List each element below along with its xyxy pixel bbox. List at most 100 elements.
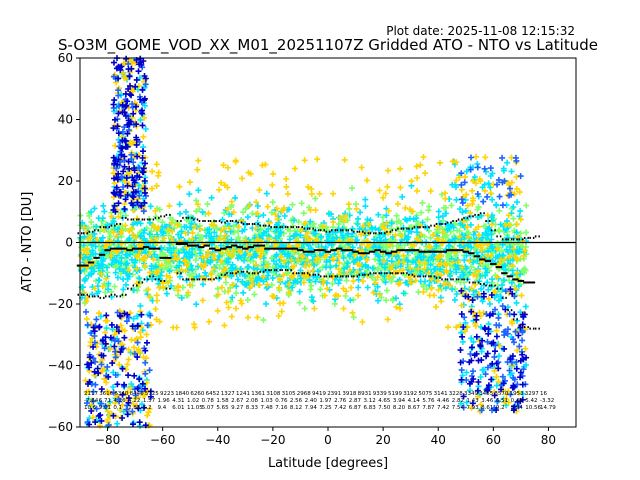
x-tick-label: 20 xyxy=(375,433,390,447)
table-cell: 1.97 xyxy=(319,398,332,404)
table-cell: 9.01 xyxy=(99,405,111,411)
table-cell: 9.27 xyxy=(231,405,244,411)
y-tick-label: 20 xyxy=(58,174,73,188)
table-cell: 6.51 xyxy=(496,398,508,404)
table-cell: 14.79 xyxy=(540,405,556,411)
table-cell: 8931 xyxy=(358,391,372,397)
table-cell: -7.64 xyxy=(84,398,99,404)
table-cell: 1.43 xyxy=(466,398,479,404)
scatter-markers-dark xyxy=(84,55,530,429)
series-lines xyxy=(76,212,540,330)
table-cell: 11.05 xyxy=(187,405,203,411)
table-cell: 2.56 xyxy=(290,398,303,404)
table-cell: 1.03 xyxy=(261,398,274,404)
table-cell: 5725 xyxy=(145,391,159,397)
table-cell: 1840 xyxy=(175,391,189,397)
table-cell: 2.76 xyxy=(334,398,347,404)
table-cell: 3616 xyxy=(99,391,113,397)
table-cell: 8.20 xyxy=(393,405,406,411)
table-cell: 7.87 xyxy=(422,405,435,411)
table-cell: 3141 xyxy=(434,391,448,397)
x-tick-label: 40 xyxy=(431,433,446,447)
table-cell: 3297 xyxy=(525,391,539,397)
table-cell: 4.46 xyxy=(437,398,450,404)
y-tick-label: 60 xyxy=(58,51,73,65)
table-cell: 9223 xyxy=(160,391,174,397)
table-cell: 2.67 xyxy=(231,398,244,404)
table-cell: 2968 xyxy=(297,391,311,397)
table-cell: 6.71 xyxy=(99,398,111,404)
x-tick-label: −80 xyxy=(95,433,120,447)
bin-stats-table: 2117 3616 6340 8440 5725 9223 1840 6260 6452 1327… xyxy=(84,391,556,411)
table-cell: 4.26 xyxy=(113,398,126,404)
table-cell: 9.2 xyxy=(496,405,505,411)
table-cell: 3108 xyxy=(266,391,280,397)
table-cell: 3.46 xyxy=(481,398,494,404)
table-cell: 9419 xyxy=(312,391,326,397)
table-cell: 5.42 xyxy=(525,398,537,404)
table-cell: 4.22 xyxy=(128,398,140,404)
table-cell: 8440 xyxy=(130,391,144,397)
table-cell: 2117 xyxy=(84,391,98,397)
table-cell: 8.12 xyxy=(290,405,302,411)
table-cell: 1.02 xyxy=(187,398,199,404)
table-cell: 8.67 xyxy=(408,405,421,411)
table-cell: 6.01 xyxy=(172,405,184,411)
table-cell: 0.76 xyxy=(275,398,288,404)
x-tick-label: −60 xyxy=(150,433,175,447)
table-cell: 7.16 xyxy=(275,405,288,411)
table-cell: 5199 xyxy=(388,391,402,397)
x-tick-label: 0 xyxy=(324,433,332,447)
scatter-markers-blue xyxy=(83,61,529,429)
x-tick-label: −40 xyxy=(205,433,230,447)
table-cell: 4.31 xyxy=(172,398,184,404)
y-axis: −60 −40 −20 0 20 40 60 xyxy=(48,51,80,434)
table-cell: 0.78 xyxy=(202,398,215,404)
table-cell: -3.32 xyxy=(540,398,554,404)
table-cell: 7.42 xyxy=(334,405,346,411)
scatter-points xyxy=(77,55,530,429)
table-cell: 5.2 xyxy=(143,405,152,411)
table-cell: 0.1 xyxy=(113,405,122,411)
table-cell: 3105 xyxy=(282,391,296,397)
table-cell: 9339 xyxy=(373,391,387,397)
table-cell: 5.76 xyxy=(422,398,435,404)
table-cell: 1953 xyxy=(510,391,524,397)
table-cell: 3570 xyxy=(494,391,508,397)
table-cell: 8.33 xyxy=(246,405,259,411)
table-cell: 7.93 xyxy=(466,405,479,411)
table-cell: 9.94 xyxy=(511,405,524,411)
table-cell: 4.14 xyxy=(408,398,421,404)
table-cell: 7.25 xyxy=(319,405,332,411)
table-cell: 5075 xyxy=(418,391,432,397)
table-cell: 3918 xyxy=(342,391,356,397)
table-cell: 2.82 xyxy=(452,398,464,404)
table-cell: 7.48 xyxy=(261,405,274,411)
table-cell: 1.57 xyxy=(143,398,156,404)
table-cell: 2.83 xyxy=(128,405,141,411)
table-cell: 16 xyxy=(540,391,547,397)
table-cell: 2391 xyxy=(327,391,341,397)
table-cell: 3349 xyxy=(464,391,478,397)
table-cell: 7.42 xyxy=(437,405,449,411)
table-cell: 3228 xyxy=(449,391,463,397)
table-cell: 7.54 xyxy=(452,405,465,411)
table-cell: 2.87 xyxy=(349,398,362,404)
table-cell: 0.48 xyxy=(511,398,524,404)
table-cell: 10.6 xyxy=(84,405,97,411)
table-cell: 5.65 xyxy=(216,405,229,411)
table-cell: 1361 xyxy=(251,391,265,397)
x-tick-label: −20 xyxy=(260,433,285,447)
table-cell: 4.65 xyxy=(378,398,391,404)
table-cell: 1.96 xyxy=(158,398,171,404)
x-tick-label: 60 xyxy=(486,433,501,447)
table-cell: 8.61 xyxy=(481,405,493,411)
table-cell: 6.83 xyxy=(363,405,376,411)
x-axis: −80 −60 −40 −20 0 20 40 60 80 xyxy=(95,427,556,447)
y-tick-label: −60 xyxy=(48,420,73,434)
table-cell: 6.87 xyxy=(349,405,362,411)
y-tick-label: 40 xyxy=(58,113,73,127)
y-tick-label: 0 xyxy=(65,236,73,250)
table-cell: 6260 xyxy=(190,391,204,397)
table-cell: 7.50 xyxy=(378,405,391,411)
